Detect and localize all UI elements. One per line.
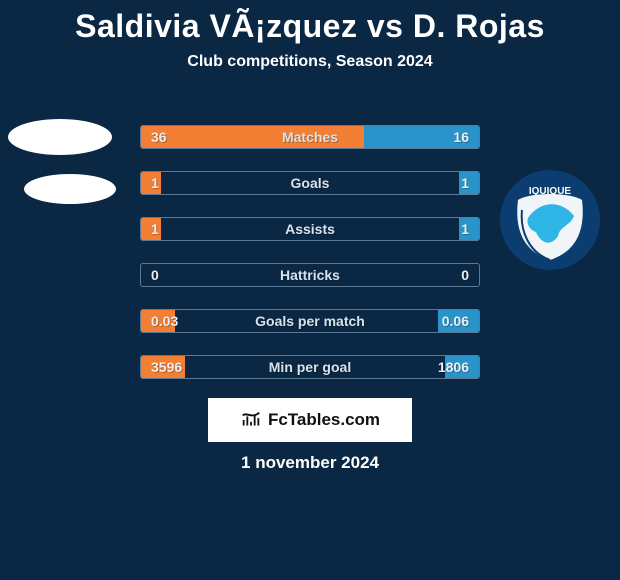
stat-row: 11Goals <box>140 171 480 195</box>
stat-label: Assists <box>141 221 479 237</box>
stat-row: 0.030.06Goals per match <box>140 309 480 333</box>
footer-date: 1 november 2024 <box>0 453 620 473</box>
stat-label: Hattricks <box>141 267 479 283</box>
fctables-logo-icon <box>240 409 262 431</box>
stat-label: Goals per match <box>141 313 479 329</box>
stat-row: 11Assists <box>140 217 480 241</box>
stat-row: 3616Matches <box>140 125 480 149</box>
stat-row: 00Hattricks <box>140 263 480 287</box>
stat-row: 35961806Min per goal <box>140 355 480 379</box>
stat-label: Goals <box>141 175 479 191</box>
page-title: Saldivia VÃ¡zquez vs D. Rojas <box>0 0 620 45</box>
branding-bar: FcTables.com <box>208 398 412 442</box>
stat-label: Min per goal <box>141 359 479 375</box>
subtitle: Club competitions, Season 2024 <box>0 45 620 71</box>
stat-label: Matches <box>141 129 479 145</box>
stats-table: 3616Matches 11Goals 11Assists 00Hattricks 0.… <box>0 125 620 401</box>
branding-text: FcTables.com <box>268 410 380 430</box>
